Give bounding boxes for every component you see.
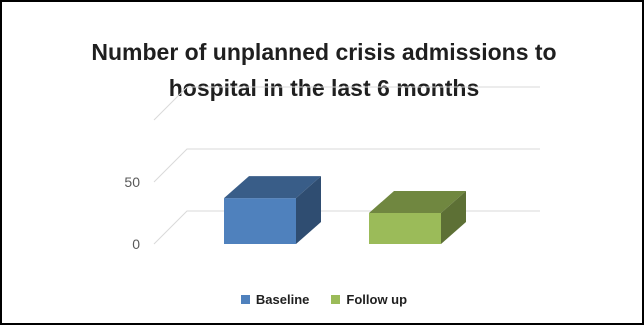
legend-item-1: Follow up [331, 292, 407, 307]
bar-0-side [296, 176, 321, 244]
chart-title-line-1: Number of unplanned crisis admissions to [91, 39, 557, 65]
bar-0-front [224, 198, 296, 244]
y-tick-label-0: 0 [132, 236, 140, 252]
legend-swatch-0 [240, 295, 250, 304]
bar-1-top [369, 191, 466, 213]
legend: Baseline Follow up [2, 292, 642, 307]
chart-title: Number of unplanned crisis admissions to… [2, 34, 642, 106]
legend-label-1: Follow up [346, 292, 408, 307]
gridline-1 [153, 148, 540, 183]
legend-swatch-1 [331, 295, 341, 304]
y-tick-label-1: 50 [124, 174, 140, 190]
bar-1-front [369, 213, 441, 244]
legend-label-0: Baseline [255, 292, 310, 307]
chart-title-line-2: hospital in the last 6 months [168, 75, 480, 101]
bar-1-side [441, 191, 466, 244]
gridline-0 [153, 210, 540, 245]
gridline-2 [153, 86, 540, 121]
bar-0-top [224, 176, 321, 199]
legend-item-0: Baseline [240, 292, 310, 307]
